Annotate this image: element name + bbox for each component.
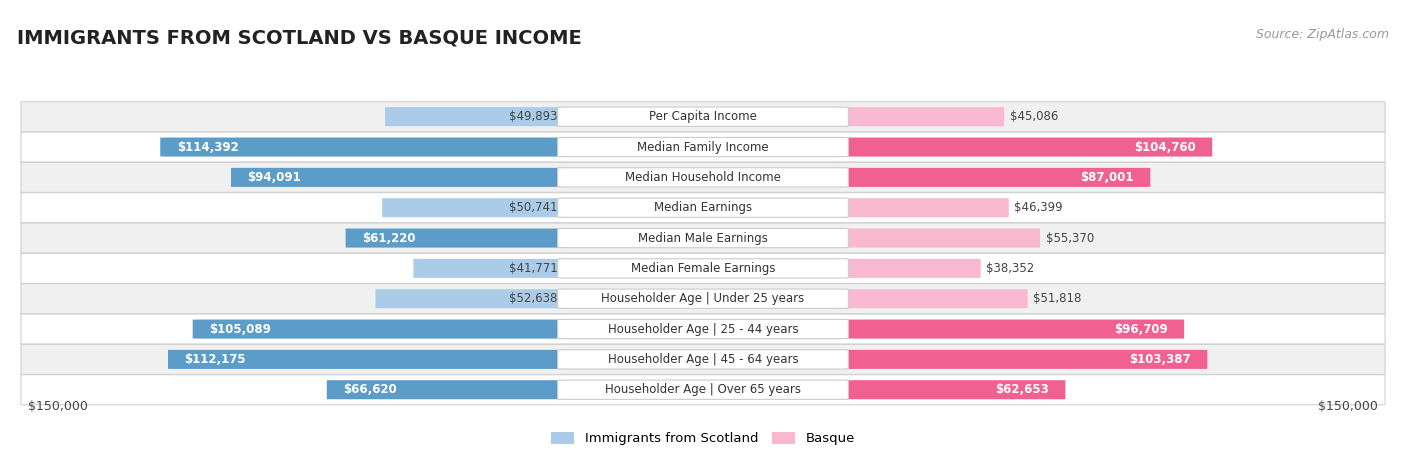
FancyBboxPatch shape <box>837 319 1184 339</box>
FancyBboxPatch shape <box>21 223 1385 253</box>
Text: $150,000: $150,000 <box>28 400 87 413</box>
Text: Householder Age | 25 - 44 years: Householder Age | 25 - 44 years <box>607 323 799 336</box>
FancyBboxPatch shape <box>558 319 848 339</box>
Text: $45,086: $45,086 <box>1010 110 1059 123</box>
FancyBboxPatch shape <box>167 350 569 369</box>
Text: $49,893: $49,893 <box>509 110 558 123</box>
Text: Householder Age | Over 65 years: Householder Age | Over 65 years <box>605 383 801 396</box>
FancyBboxPatch shape <box>558 228 848 248</box>
FancyBboxPatch shape <box>558 198 848 217</box>
Text: Median Household Income: Median Household Income <box>626 171 780 184</box>
FancyBboxPatch shape <box>837 350 1208 369</box>
FancyBboxPatch shape <box>837 168 1150 187</box>
FancyBboxPatch shape <box>231 168 569 187</box>
FancyBboxPatch shape <box>21 314 1385 344</box>
Text: $55,370: $55,370 <box>1046 232 1094 245</box>
Text: IMMIGRANTS FROM SCOTLAND VS BASQUE INCOME: IMMIGRANTS FROM SCOTLAND VS BASQUE INCOM… <box>17 28 582 47</box>
FancyBboxPatch shape <box>837 107 1004 126</box>
FancyBboxPatch shape <box>558 259 848 278</box>
Text: $114,392: $114,392 <box>177 141 239 154</box>
Text: $87,001: $87,001 <box>1080 171 1133 184</box>
FancyBboxPatch shape <box>21 102 1385 132</box>
Text: Householder Age | 45 - 64 years: Householder Age | 45 - 64 years <box>607 353 799 366</box>
FancyBboxPatch shape <box>837 137 1212 156</box>
Text: $150,000: $150,000 <box>1319 400 1378 413</box>
FancyBboxPatch shape <box>558 350 848 369</box>
Text: $50,741: $50,741 <box>509 201 558 214</box>
FancyBboxPatch shape <box>837 289 1028 308</box>
Text: $46,399: $46,399 <box>1014 201 1063 214</box>
Text: $61,220: $61,220 <box>363 232 416 245</box>
Text: $103,387: $103,387 <box>1129 353 1191 366</box>
Text: Per Capita Income: Per Capita Income <box>650 110 756 123</box>
Legend: Immigrants from Scotland, Basque: Immigrants from Scotland, Basque <box>546 426 860 451</box>
FancyBboxPatch shape <box>21 344 1385 375</box>
Text: $112,175: $112,175 <box>184 353 246 366</box>
FancyBboxPatch shape <box>837 228 1040 248</box>
Text: Median Family Income: Median Family Income <box>637 141 769 154</box>
Text: Median Male Earnings: Median Male Earnings <box>638 232 768 245</box>
FancyBboxPatch shape <box>21 375 1385 405</box>
FancyBboxPatch shape <box>385 107 569 126</box>
Text: $38,352: $38,352 <box>986 262 1035 275</box>
FancyBboxPatch shape <box>326 380 569 399</box>
Text: $41,771: $41,771 <box>509 262 558 275</box>
FancyBboxPatch shape <box>837 259 980 278</box>
FancyBboxPatch shape <box>21 284 1385 314</box>
FancyBboxPatch shape <box>193 319 569 339</box>
FancyBboxPatch shape <box>346 228 569 248</box>
Text: $105,089: $105,089 <box>209 323 271 336</box>
Text: $66,620: $66,620 <box>343 383 396 396</box>
FancyBboxPatch shape <box>558 137 848 157</box>
Text: $94,091: $94,091 <box>247 171 301 184</box>
FancyBboxPatch shape <box>413 259 569 278</box>
FancyBboxPatch shape <box>21 193 1385 223</box>
FancyBboxPatch shape <box>21 254 1385 283</box>
FancyBboxPatch shape <box>558 380 848 399</box>
FancyBboxPatch shape <box>382 198 569 217</box>
Text: Median Earnings: Median Earnings <box>654 201 752 214</box>
FancyBboxPatch shape <box>558 289 848 308</box>
Text: $104,760: $104,760 <box>1133 141 1195 154</box>
Text: Median Female Earnings: Median Female Earnings <box>631 262 775 275</box>
FancyBboxPatch shape <box>21 132 1385 162</box>
Text: $62,653: $62,653 <box>995 383 1049 396</box>
Text: $52,638: $52,638 <box>509 292 558 305</box>
FancyBboxPatch shape <box>837 380 1066 399</box>
Text: Householder Age | Under 25 years: Householder Age | Under 25 years <box>602 292 804 305</box>
FancyBboxPatch shape <box>375 289 569 308</box>
FancyBboxPatch shape <box>160 137 569 156</box>
FancyBboxPatch shape <box>837 198 1008 217</box>
Text: Source: ZipAtlas.com: Source: ZipAtlas.com <box>1256 28 1389 41</box>
FancyBboxPatch shape <box>558 107 848 127</box>
Text: $96,709: $96,709 <box>1114 323 1167 336</box>
FancyBboxPatch shape <box>558 168 848 187</box>
FancyBboxPatch shape <box>21 163 1385 192</box>
Text: $51,818: $51,818 <box>1033 292 1081 305</box>
